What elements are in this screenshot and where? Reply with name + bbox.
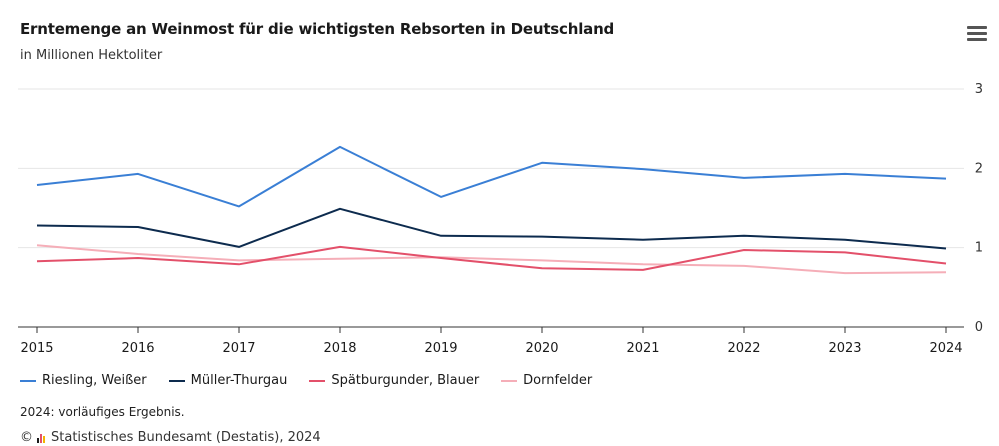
y-tick-label: 2	[975, 161, 983, 176]
x-tick-label: 2018	[323, 341, 356, 356]
legend-label: Riesling, Weißer	[42, 373, 147, 388]
series-line-spätburgunder-blauer[interactable]	[36, 245, 947, 271]
legend-label: Spätburgunder, Blauer	[331, 373, 480, 388]
legend-swatch	[168, 379, 185, 382]
legend-swatch	[20, 379, 36, 382]
series-line-müller-thurgau[interactable]	[36, 207, 947, 250]
legend-item[interactable]: Riesling, Weißer	[20, 373, 147, 388]
x-tick-label: 2017	[222, 341, 255, 356]
destatis-logo-icon	[37, 433, 45, 443]
series-line-riesling-weißer[interactable]	[36, 145, 947, 208]
source-line: © Statistisches Bundesamt (Destatis), 20…	[20, 430, 321, 445]
legend-item[interactable]: Müller-Thurgau	[168, 373, 288, 388]
legend-label: Müller-Thurgau	[190, 373, 288, 388]
x-tick-label: 2016	[121, 341, 154, 356]
legend: Riesling, Weißer Müller-Thurgau Spätburgun…	[20, 373, 592, 388]
line-chart: 0 1 2 3 2015 2016 2017 2018 2019 2020 2021 2022 2023…	[18, 82, 983, 356]
legend-label: Dornfelder	[523, 373, 593, 388]
y-tick-label: 0	[975, 320, 983, 335]
legend-swatch	[501, 379, 518, 382]
footnote: 2024: vorläufiges Ergebnis.	[20, 405, 185, 419]
y-tick-label: 1	[975, 241, 983, 256]
x-tick-label: 2021	[626, 341, 659, 356]
x-tick-label: 2019	[424, 341, 457, 356]
source-text: Statistisches Bundesamt (Destatis), 2024	[51, 430, 321, 445]
chart-subtitle: in Millionen Hektoliter	[20, 48, 163, 63]
chart-title: Erntemenge an Weinmost für die wichtigst…	[20, 20, 615, 38]
legend-item[interactable]: Spätburgunder, Blauer	[309, 373, 479, 388]
x-tick-label: 2024	[929, 341, 962, 356]
series-line-dornfelder[interactable]	[36, 244, 947, 275]
legend-swatch	[309, 379, 326, 382]
y-tick-label: 3	[975, 82, 983, 97]
hamburger-menu-icon[interactable]	[967, 26, 987, 44]
copyright-symbol: ©	[20, 430, 33, 445]
x-tick-label: 2022	[727, 341, 760, 356]
x-tick-label: 2020	[525, 341, 558, 356]
x-tick-label: 2015	[20, 341, 53, 356]
legend-item[interactable]: Dornfelder	[501, 373, 592, 388]
x-tick-label: 2023	[828, 341, 861, 356]
